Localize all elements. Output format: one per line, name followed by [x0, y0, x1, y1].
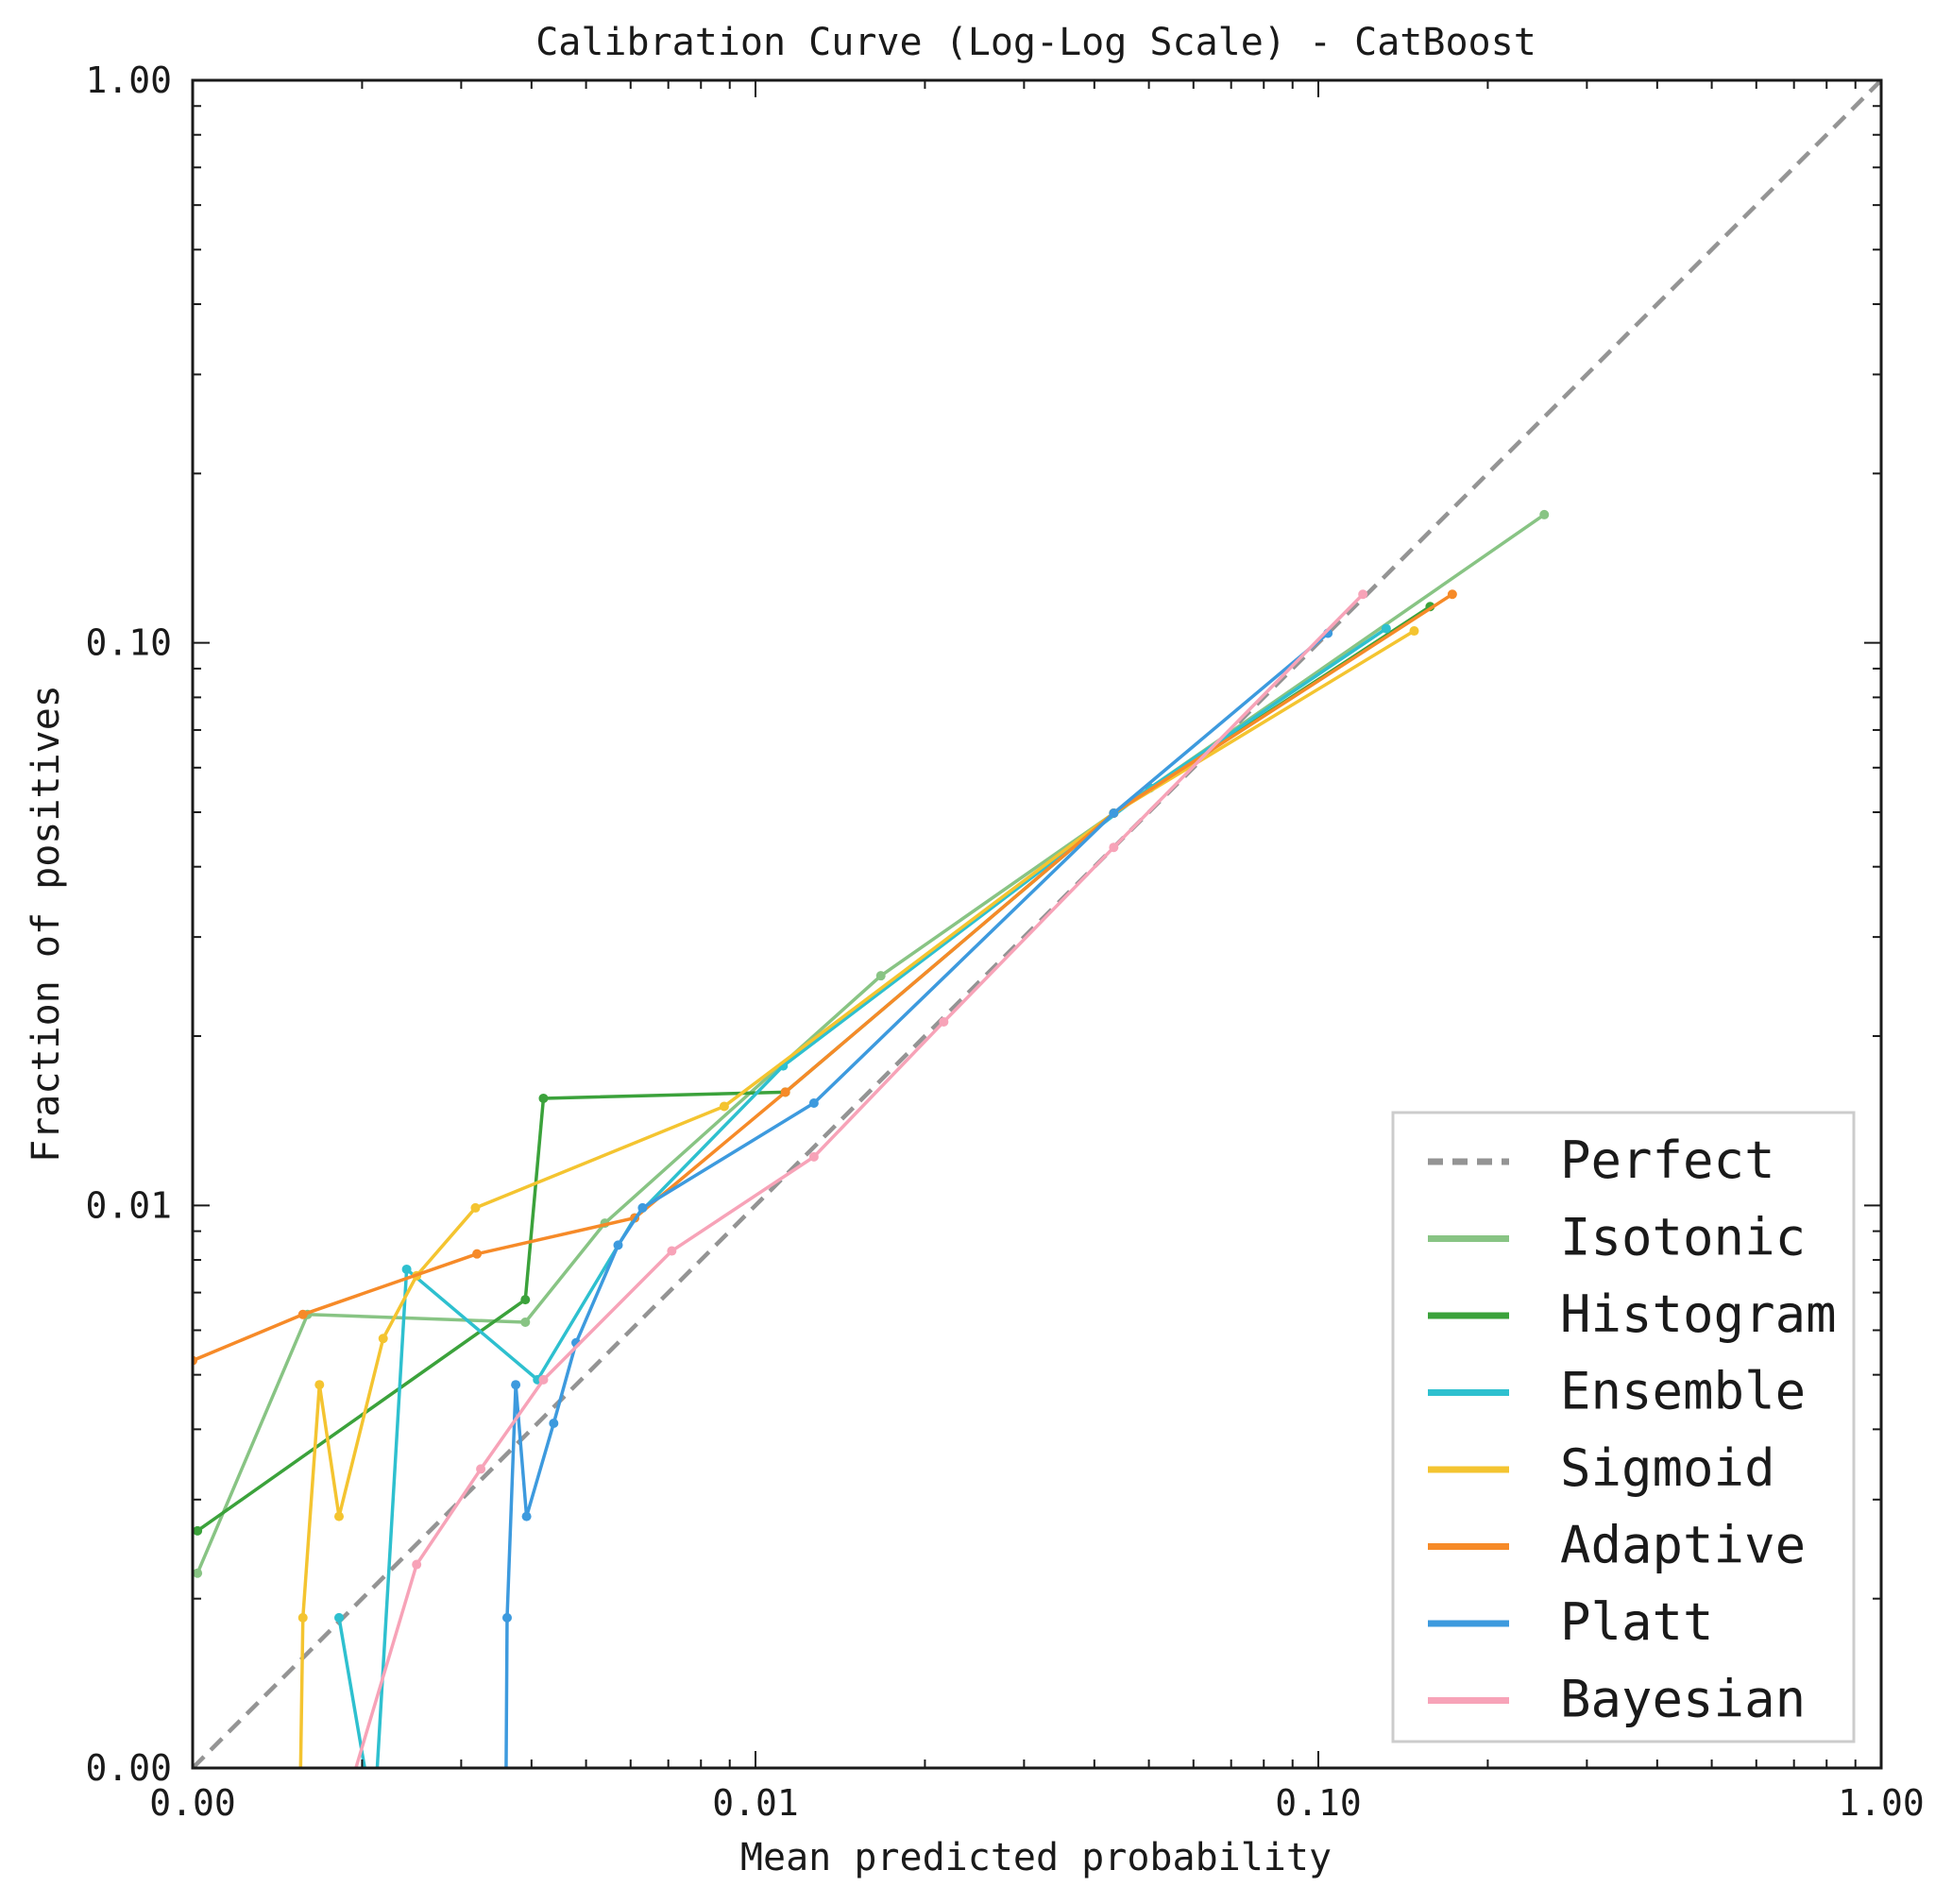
- bayesian-point: [939, 1016, 949, 1027]
- legend-items: Perfect Isotonic Histogram Ensemble Sigmoid A…: [1428, 1130, 1837, 1729]
- ensemble-point: [1381, 623, 1391, 634]
- adaptive-point: [472, 1249, 483, 1259]
- platt-point: [637, 1202, 648, 1213]
- legend-label-sigmoid: Sigmoid: [1560, 1438, 1775, 1498]
- platt-point: [549, 1418, 559, 1428]
- histogram-point: [520, 1295, 531, 1305]
- sigmoid-point: [297, 1612, 308, 1623]
- legend-label-histogram: Histogram: [1560, 1284, 1837, 1344]
- y-tick-label: 0.01: [85, 1184, 172, 1226]
- y-tick-label: 1.00: [85, 60, 172, 101]
- isotonic-point: [1539, 509, 1550, 519]
- sigmoid-line: [298, 629, 1416, 1768]
- x-tick-label: 1.00: [1838, 1782, 1925, 1824]
- bayesian-point: [412, 1559, 422, 1570]
- x-tick-label: 0.10: [1275, 1782, 1362, 1824]
- histogram-point: [193, 1525, 203, 1536]
- chart-title: Calibration Curve (Log-Log Scale) - CatB…: [535, 21, 1536, 64]
- bayesian-point: [1358, 589, 1368, 600]
- adaptive-point: [297, 1309, 308, 1319]
- y-axis-label: Fraction of positives: [25, 685, 68, 1163]
- legend-label-bayesian: Bayesian: [1560, 1670, 1806, 1729]
- ensemble-line: [337, 627, 1387, 1768]
- sigmoid-point: [719, 1101, 729, 1112]
- platt-point: [501, 1612, 512, 1623]
- bayesian-point: [1109, 842, 1119, 853]
- sigmoid-point: [334, 1511, 345, 1522]
- adaptive-point: [1447, 589, 1457, 600]
- series-layer: [193, 80, 1881, 1768]
- isotonic-point: [520, 1317, 531, 1327]
- sigmoid-point: [470, 1202, 481, 1213]
- axis-ticks: 0.00 0.01 0.10 1.00 0.00 0.01 0.10 1.00: [85, 60, 1924, 1824]
- legend-label-ensemble: Ensemble: [1560, 1362, 1806, 1421]
- platt-point: [808, 1098, 819, 1109]
- legend-box: [1391, 1111, 1856, 1743]
- bayesian-point: [476, 1464, 486, 1474]
- sigmoid-point: [378, 1334, 388, 1344]
- ensemble-point: [334, 1612, 345, 1623]
- x-axis-label: Mean predicted probability: [740, 1836, 1332, 1879]
- bayesian-point: [808, 1151, 819, 1162]
- platt-line: [504, 632, 1330, 1768]
- platt-point: [511, 1380, 521, 1390]
- perfect-line: [193, 80, 1881, 1768]
- legend-label-perfect: Perfect: [1560, 1130, 1775, 1190]
- platt-point: [521, 1511, 532, 1522]
- x-tick-label: 0.01: [712, 1782, 799, 1824]
- isotonic-point: [875, 971, 886, 981]
- legend-label-platt: Platt: [1560, 1592, 1714, 1652]
- platt-point: [613, 1240, 623, 1250]
- isotonic-point: [193, 1568, 203, 1578]
- adaptive-point: [780, 1087, 790, 1097]
- ensemble-point: [401, 1264, 412, 1274]
- bayesian-point: [538, 1374, 549, 1385]
- legend-label-isotonic: Isotonic: [1560, 1208, 1806, 1267]
- y-tick-label: 0.00: [85, 1747, 172, 1789]
- x-tick-label: 0.00: [149, 1782, 236, 1824]
- platt-point: [1109, 808, 1119, 819]
- legend-label-adaptive: Adaptive: [1560, 1516, 1806, 1575]
- histogram-point: [538, 1093, 549, 1103]
- sigmoid-point: [314, 1380, 325, 1390]
- bayesian-point: [667, 1246, 677, 1256]
- sigmoid-point: [1409, 626, 1419, 637]
- plot-frame: [191, 78, 1883, 1770]
- y-tick-label: 0.10: [85, 622, 172, 664]
- legend: Perfect Isotonic Histogram Ensemble Sigmoid A…: [1391, 1111, 1856, 1743]
